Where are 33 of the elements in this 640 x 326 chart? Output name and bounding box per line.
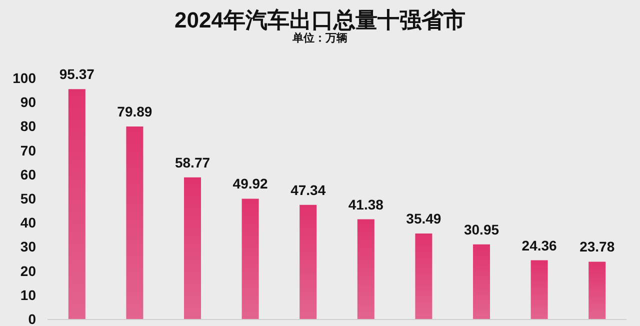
data-label: 23.78: [580, 238, 615, 255]
bar: [473, 244, 490, 319]
bar: [242, 198, 259, 319]
data-label: 41.38: [348, 196, 384, 212]
data-label: 24.36: [522, 237, 558, 254]
y-tick-label: 30: [20, 238, 36, 255]
data-label: 35.49: [406, 210, 442, 226]
data-label: 95.37: [59, 66, 95, 82]
chart-title: 2024年汽车出口总量十强省市: [174, 8, 466, 32]
chart-subtitle: 单位：万辆: [292, 32, 348, 44]
bar: [357, 219, 374, 319]
y-tick-label: 20: [20, 262, 36, 279]
y-tick-label: 70: [20, 142, 36, 158]
bar: [68, 89, 86, 319]
y-tick-label: 10: [20, 286, 36, 303]
y-tick-label: 100: [12, 70, 36, 86]
data-label: 79.89: [117, 103, 152, 120]
y-tick-label: 60: [20, 166, 36, 182]
y-tick-label: 80: [20, 118, 36, 134]
bar: [126, 126, 144, 319]
y-tick-label: 50: [20, 190, 36, 206]
bar: [588, 262, 606, 319]
y-tick-label: 90: [20, 94, 36, 110]
bar: [184, 177, 201, 319]
data-label: 58.77: [174, 154, 210, 170]
bar: [530, 260, 548, 319]
data-label: 30.95: [464, 221, 500, 238]
data-label: 49.92: [232, 176, 268, 192]
bar: [415, 233, 432, 319]
y-tick-label: 0: [28, 311, 36, 326]
y-tick-label: 40: [20, 214, 36, 231]
bar: [300, 204, 317, 319]
data-label: 47.34: [290, 182, 326, 198]
